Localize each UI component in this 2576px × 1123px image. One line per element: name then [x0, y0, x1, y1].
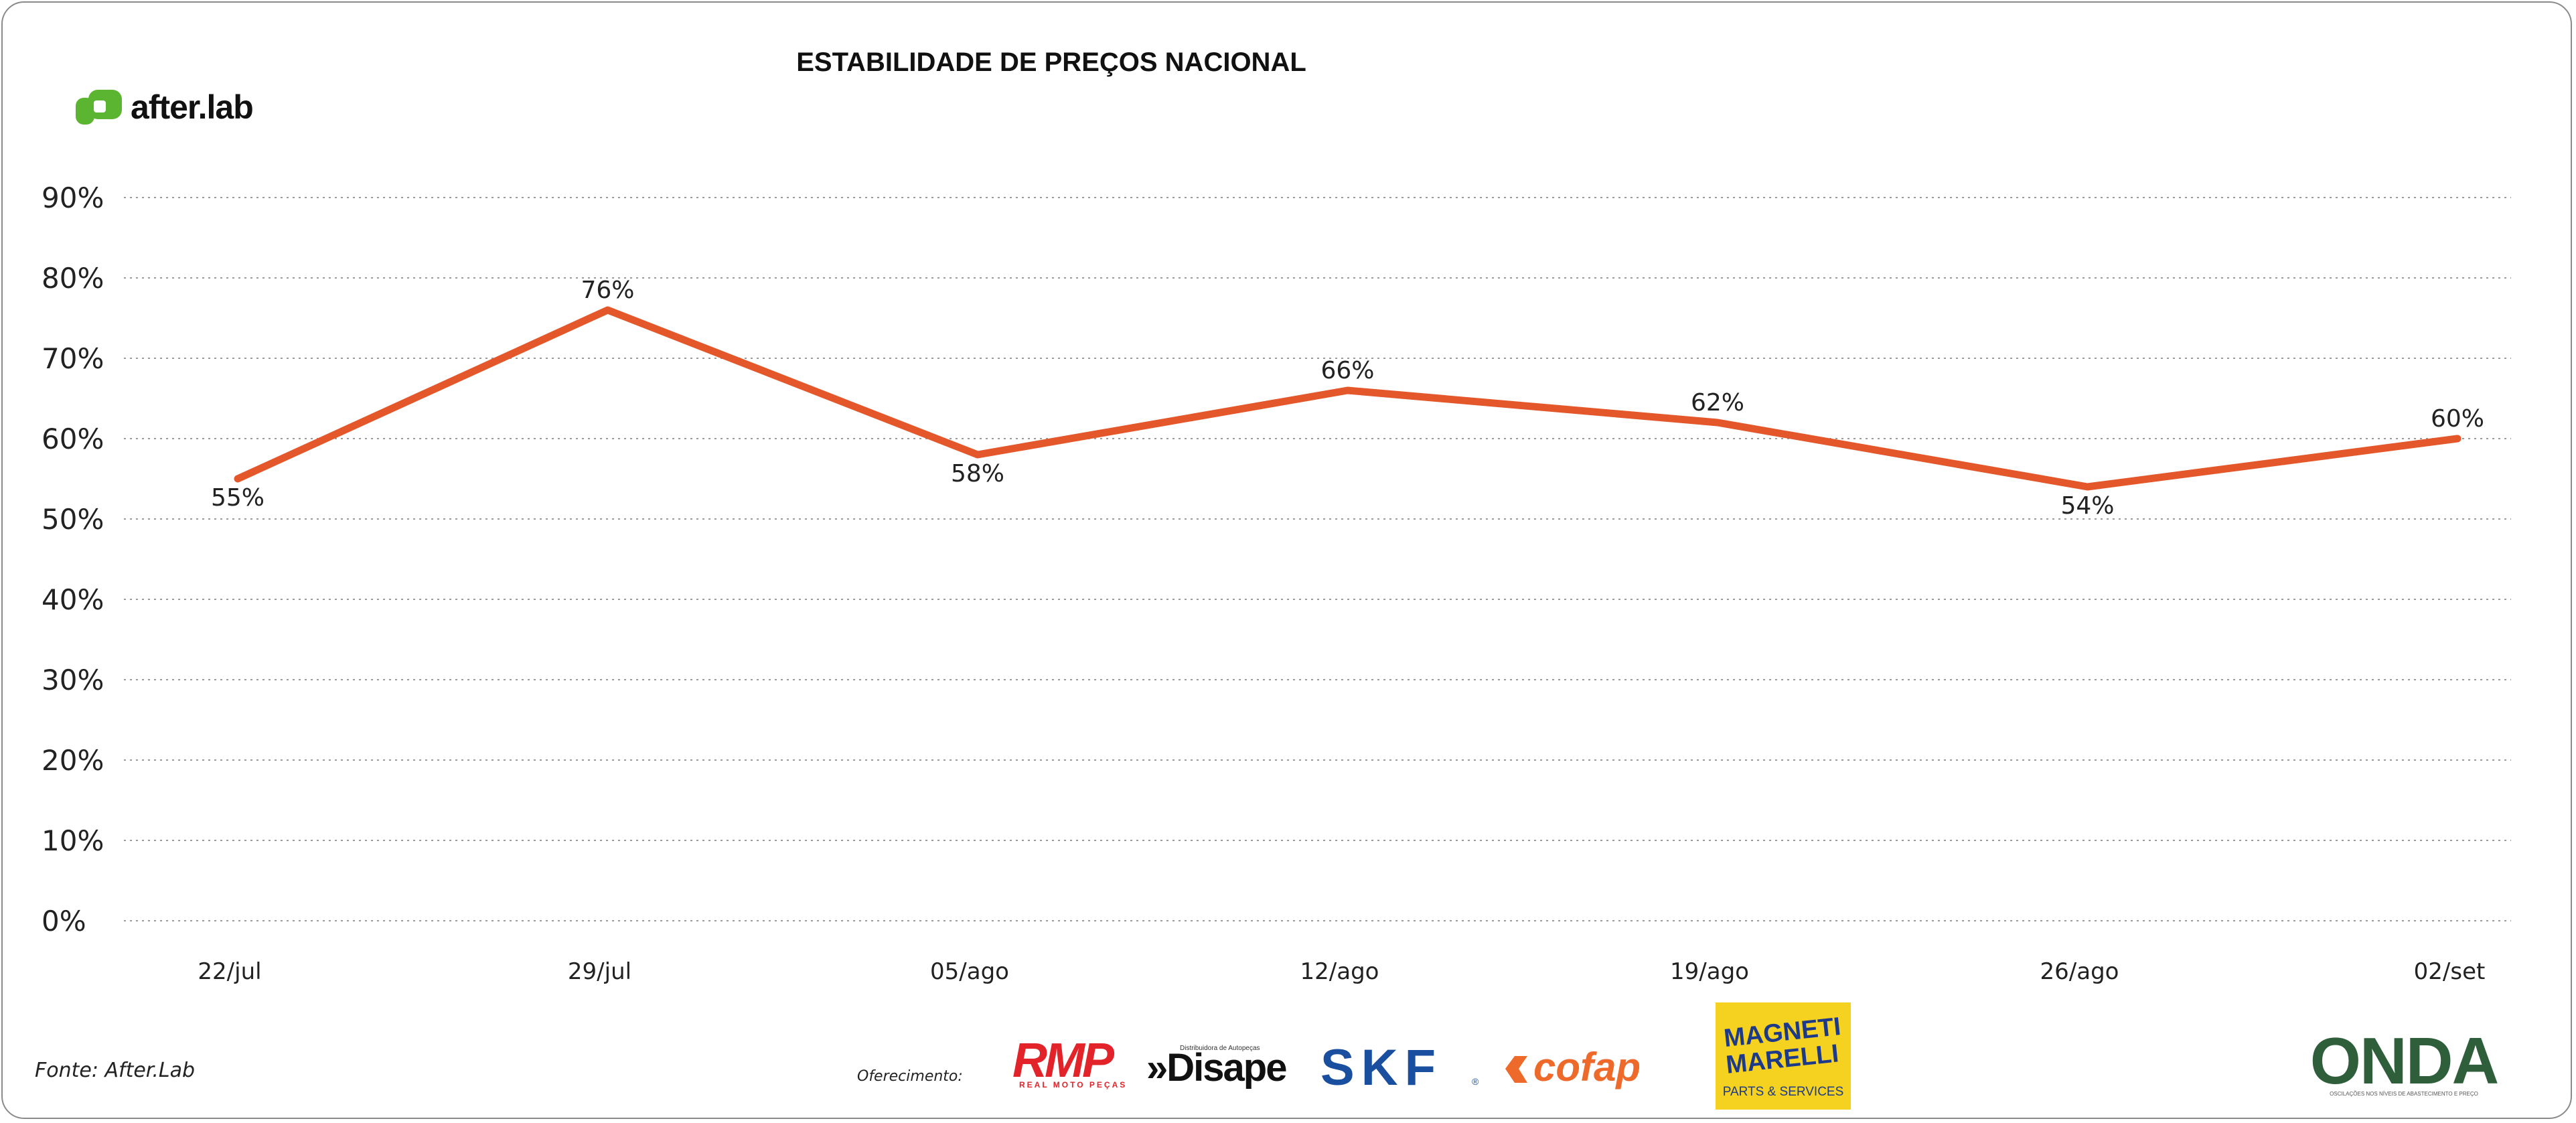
onda-logo-text: ONDA — [2310, 1024, 2498, 1098]
rmp-logo-text: RMP — [1012, 1034, 1115, 1088]
y-tick-label: 30% — [42, 664, 104, 696]
x-tick-label: 26/ago — [2040, 958, 2119, 985]
data-label: 62% — [1691, 389, 1744, 417]
series-line-layer — [234, 306, 2461, 491]
y-tick-label: 60% — [42, 423, 104, 455]
y-axis-ticks: 0% 10% 20% 30% 40% 50% 60% 70% 80% 90% — [42, 181, 104, 938]
chart-title: ESTABILIDADE DE PREÇOS NACIONAL — [796, 48, 1306, 77]
data-label: 54% — [2060, 492, 2114, 520]
x-tick-label: 19/ago — [1670, 958, 1749, 985]
x-axis-ticks: 22/jul 29/jul 05/ago 12/ago 19/ago 26/ago 02/s… — [198, 958, 2485, 985]
data-label: 55% — [211, 484, 264, 512]
data-label: 60% — [2431, 405, 2484, 433]
y-tick-label: 90% — [42, 181, 104, 214]
disape-logo-tagline: Distribuidora de Autopeças — [1180, 1045, 1260, 1052]
data-label: 58% — [951, 460, 1004, 488]
skf-logo-text: SKF — [1320, 1039, 1442, 1096]
disape-logo-text: »Disape — [1146, 1046, 1286, 1090]
rmp-logo: RMP REAL MOTO PEÇAS — [1012, 1034, 1127, 1090]
afterlab-logo-icon — [76, 90, 122, 125]
x-tick-label: 22/jul — [198, 958, 261, 985]
x-tick-label: 05/ago — [930, 958, 1009, 985]
cofap-chevron-icon — [1505, 1056, 1527, 1083]
disape-logo: Distribuidora de Autopeças »Disape — [1146, 1045, 1288, 1090]
y-tick-label: 80% — [42, 262, 104, 295]
y-tick-label: 50% — [42, 503, 104, 536]
source-note: Fonte: After.Lab — [35, 1059, 195, 1082]
data-label-layer: 55% 76% 58% 66% 62% 54% 60% — [211, 277, 2484, 520]
y-tick-label: 10% — [42, 824, 104, 857]
y-tick-label: 40% — [42, 583, 104, 616]
y-tick-label: 0% — [42, 905, 86, 938]
cofap-logo-text: cofap — [1533, 1045, 1641, 1090]
data-label: 66% — [1320, 357, 1374, 384]
y-tick-label: 70% — [42, 342, 104, 375]
skf-logo: SKF ® — [1320, 1039, 1479, 1096]
rmp-logo-tagline: REAL MOTO PEÇAS — [1019, 1080, 1127, 1090]
magneti-marelli-logo: MAGNETI MARELLI PARTS & SERVICES — [1716, 1002, 1851, 1110]
sponsored-by-label: Oferecimento: — [857, 1068, 963, 1085]
skf-registered-mark: ® — [1472, 1076, 1479, 1087]
magneti-marelli-badge — [1716, 1002, 1851, 1110]
cofap-logo: cofap — [1505, 1045, 1641, 1090]
magneti-marelli-tagline: PARTS & SERVICES — [1723, 1085, 1844, 1099]
onda-logo-tagline: OSCILAÇÕES NOS NÍVEIS DE ABASTECIMENTO E… — [2330, 1091, 2478, 1097]
data-label: 76% — [581, 277, 634, 304]
x-tick-label: 29/jul — [568, 958, 631, 985]
onda-logo: ONDA OSCILAÇÕES NOS NÍVEIS DE ABASTECIME… — [2310, 1024, 2500, 1098]
x-tick-label: 12/ago — [1300, 958, 1379, 985]
afterlab-logo: after.lab — [76, 88, 254, 126]
series-line — [234, 306, 2461, 491]
afterlab-logo-text: after.lab — [131, 88, 253, 126]
x-tick-label: 02/set — [2414, 958, 2486, 985]
y-tick-label: 20% — [42, 744, 104, 777]
grid-layer — [124, 197, 2511, 921]
